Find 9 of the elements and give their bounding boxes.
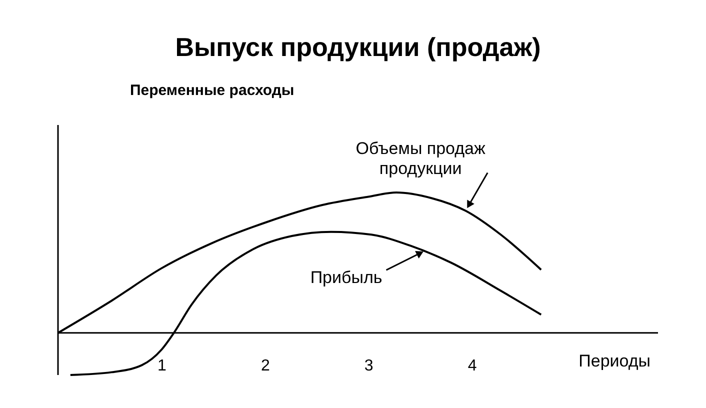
- x-tick-label: 2: [260, 358, 270, 374]
- x-tick-label: 4: [468, 358, 477, 374]
- x-tick-label: 3: [364, 358, 374, 374]
- x-axis-title: Периоды: [578, 352, 650, 370]
- text: Переменные расходы: [130, 82, 294, 99]
- x-tick-label: 1: [157, 358, 166, 374]
- annotation: Прибыль: [310, 268, 382, 288]
- annotation: Объемы продаж продукции: [356, 138, 486, 178]
- chart-title: Выпуск продукции (продаж): [175, 32, 541, 62]
